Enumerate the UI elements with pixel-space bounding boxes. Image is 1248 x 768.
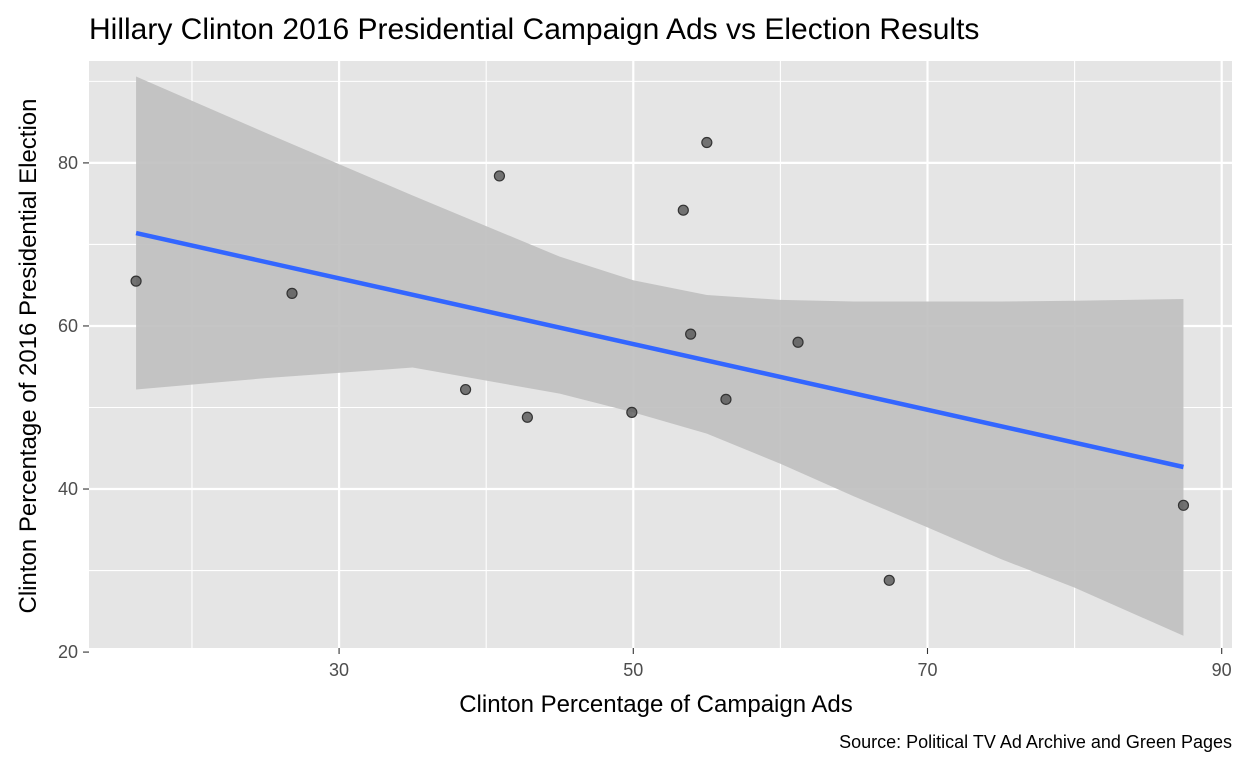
x-tick-label: 50 (623, 660, 643, 680)
x-tick-label: 30 (329, 660, 349, 680)
regression-line (135, 230, 1184, 470)
source-caption: Source: Political TV Ad Archive and Gree… (839, 732, 1232, 752)
data-point (493, 170, 506, 182)
data-point (626, 406, 638, 418)
y-axis-title: Clinton Percentage of 2016 Presidential … (15, 99, 42, 614)
x-tick-label: 70 (917, 660, 937, 680)
data-point (130, 275, 142, 287)
data-point (685, 328, 697, 340)
data-point (286, 287, 298, 299)
x-tick-label: 90 (1212, 660, 1232, 680)
data-points (130, 136, 1190, 586)
data-point (792, 336, 804, 348)
y-axis: 20 40 60 80 (58, 153, 89, 662)
data-point (883, 574, 895, 586)
confidence-band (136, 76, 1184, 636)
data-point (1177, 499, 1190, 511)
y-tick-label: 80 (58, 153, 78, 173)
x-axis: 30 50 70 90 (329, 648, 1232, 680)
data-point (459, 383, 472, 396)
data-point (701, 136, 713, 149)
data-point (720, 393, 732, 405)
data-point (521, 411, 533, 423)
chart-title: Hillary Clinton 2016 Presidential Campai… (89, 13, 979, 46)
y-tick-label: 40 (58, 479, 78, 499)
y-tick-label: 20 (58, 642, 78, 662)
y-tick-label: 60 (58, 316, 78, 336)
x-axis-title: Clinton Percentage of Campaign Ads (459, 691, 853, 718)
data-point (677, 204, 689, 216)
